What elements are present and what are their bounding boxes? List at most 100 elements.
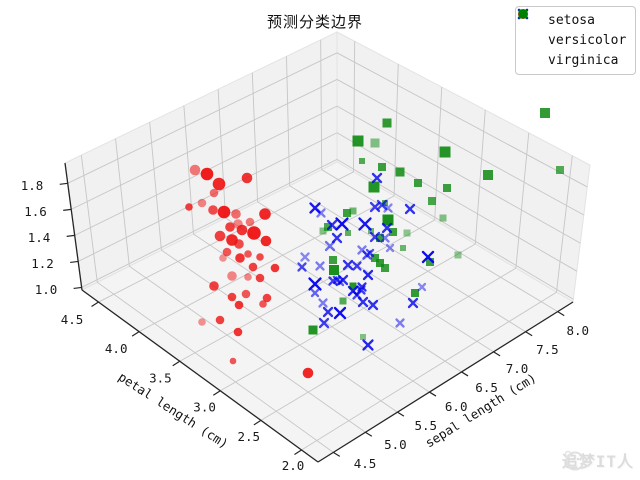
- scatter-point-setosa: [259, 208, 271, 220]
- legend: setosa versicolor virginica: [515, 6, 636, 75]
- scatter-point-versicolor: [352, 261, 362, 271]
- legend-entry-versicolor: versicolor: [516, 8, 635, 50]
- watermark-text: 追梦IT人: [561, 452, 634, 471]
- scatter-point-setosa: [185, 203, 193, 211]
- gridline-z-right: [336, 52, 588, 188]
- scatter-point-virginica: [359, 158, 365, 164]
- y-axis-tick-label: 2.0: [282, 458, 305, 473]
- x-axis-tick-label: 6.5: [475, 380, 498, 395]
- x-axis-spine: [317, 301, 574, 463]
- scatter-point-setosa: [225, 222, 235, 232]
- scatter-point-versicolor: [367, 299, 379, 311]
- scatter-point-virginica: [349, 282, 357, 290]
- legend-label: versicolor: [548, 32, 627, 48]
- scatter-point-virginica: [381, 264, 389, 272]
- scatter-point-setosa: [209, 281, 219, 291]
- scatter-point-virginica: [400, 245, 406, 251]
- scatter-point-virginica: [454, 251, 462, 259]
- gridline-x-wall: [320, 39, 323, 170]
- scatter-point-virginica: [319, 227, 327, 235]
- gridline-z-right: [336, 79, 585, 216]
- scatter-point-setosa: [245, 217, 255, 227]
- x-axis-tick: [493, 351, 501, 357]
- gridline-z-right: [336, 105, 581, 244]
- x-axis-tick: [557, 311, 565, 317]
- gridline-x-wall: [251, 72, 259, 202]
- scatter-point-versicolor: [407, 297, 419, 309]
- scatter-point-setosa: [236, 224, 248, 236]
- scatter-point-virginica: [368, 228, 374, 234]
- scatter-point-versicolor: [357, 296, 369, 308]
- scatter-point-versicolor: [376, 199, 388, 211]
- scatter-point-virginica: [382, 214, 394, 226]
- z-axis-tick-label: 1.4: [28, 230, 51, 245]
- gridline-x-wall: [115, 138, 130, 267]
- gridline-y-floor: [179, 219, 435, 362]
- scatter-point-virginica: [382, 118, 392, 128]
- legend-label: virginica: [548, 52, 619, 68]
- scatter-point-virginica: [439, 214, 447, 222]
- gridline-x-wall: [149, 122, 162, 251]
- x-axis-tick: [365, 431, 373, 437]
- scatter-point-setosa: [244, 273, 252, 281]
- scatter-point-virginica: [443, 184, 451, 192]
- y-axis-spine: [81, 289, 319, 463]
- gridline-y-floor: [138, 195, 395, 333]
- x-axis-tick-label: 5.5: [415, 418, 438, 433]
- gridline-x-floor: [321, 169, 558, 312]
- x-axis-tick: [429, 391, 437, 397]
- z-axis-tick: [70, 260, 79, 264]
- scatter-point-setosa: [233, 327, 243, 337]
- scatter-point-versicolor: [316, 208, 326, 218]
- scatter-point-setosa: [214, 230, 226, 242]
- z-axis-tick: [73, 286, 82, 290]
- scatter-point-virginica: [360, 334, 366, 340]
- y-axis-tick: [253, 419, 262, 426]
- scatter-point-versicolor: [417, 282, 427, 292]
- scatter-point-virginica: [371, 254, 379, 262]
- x-axis-tick-label: 6.0: [445, 399, 468, 414]
- scatter-point-virginica: [395, 167, 405, 177]
- gridline-y-wall: [353, 41, 356, 172]
- scatter-point-setosa: [222, 247, 232, 257]
- scatter-point-setosa: [260, 235, 272, 247]
- scatter-point-setosa: [198, 318, 206, 326]
- scatter-point-setosa: [219, 254, 227, 262]
- scatter-point-versicolor: [371, 172, 383, 184]
- x-axis-tick-label: 8.0: [567, 323, 590, 338]
- scatter-point-setosa: [270, 263, 280, 273]
- scatter-point-virginica: [339, 297, 347, 305]
- gridline-x-wall: [286, 56, 291, 186]
- series-versicolor: [297, 172, 435, 351]
- scatter-point-virginica: [329, 265, 339, 275]
- gridline-x-floor: [129, 265, 366, 433]
- scatter-point-versicolor: [404, 203, 416, 215]
- scatter-point-setosa: [217, 205, 231, 219]
- scatter-point-setosa: [302, 367, 314, 379]
- scatter-point-setosa: [212, 177, 226, 191]
- scatter-point-virginica: [368, 181, 380, 193]
- scatter-point-virginica: [439, 146, 451, 158]
- scatter-point-setosa: [231, 209, 241, 219]
- gridline-x-floor: [289, 185, 526, 333]
- gridline-x-floor: [193, 233, 430, 393]
- scatter-point-versicolor: [358, 217, 372, 231]
- series-setosa: [185, 164, 314, 379]
- x-axis-tick: [461, 371, 469, 377]
- scatter-point-virginica: [343, 209, 351, 217]
- z-axis-tick-label: 1.6: [24, 204, 47, 219]
- scatter-point-versicolor: [381, 222, 393, 234]
- gridline-y-wall: [515, 132, 530, 269]
- scatter-point-virginica: [428, 197, 436, 205]
- scatter-point-versicolor: [324, 240, 336, 252]
- gridline-y-floor: [260, 267, 517, 421]
- scatter-point-versicolor: [362, 269, 374, 281]
- scatter-point-setosa: [248, 262, 258, 272]
- scatter-point-setosa: [200, 167, 214, 181]
- scatter-point-setosa: [235, 253, 245, 263]
- y-axis-tick-label: 3.0: [193, 400, 216, 415]
- scatter-point-virginica: [389, 228, 397, 236]
- scatter-point-versicolor: [369, 231, 381, 243]
- scatter-point-virginica: [376, 234, 384, 242]
- y-axis-tick: [212, 390, 221, 396]
